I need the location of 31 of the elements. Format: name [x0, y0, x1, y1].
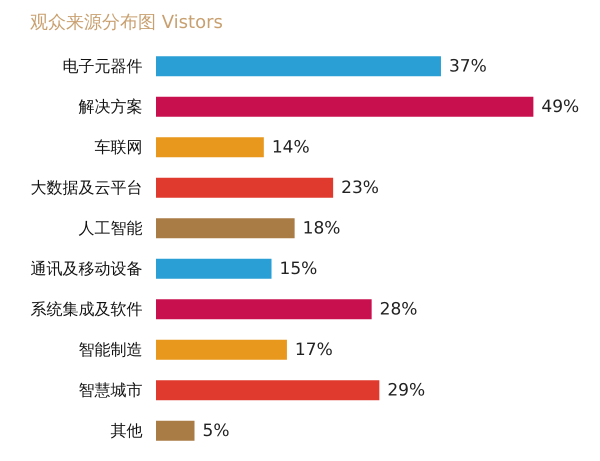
- data-label: 14%: [272, 137, 310, 158]
- data-label: 18%: [302, 218, 340, 238]
- bar: [156, 56, 441, 76]
- y-tick-label: 电子元器件: [62, 56, 142, 76]
- y-tick-label: 智慧城市: [78, 380, 142, 400]
- y-tick-label: 人工智能: [78, 218, 142, 238]
- data-label: 29%: [387, 380, 426, 400]
- y-tick-label: 通讯及移动设备: [30, 258, 142, 278]
- bar: [156, 137, 264, 158]
- data-label: 5%: [202, 420, 230, 441]
- bar: [156, 258, 272, 279]
- chart-title: 观众来源分布图 Vistors: [30, 12, 223, 33]
- y-tick-label: 系统集成及软件: [30, 299, 142, 318]
- y-tick-label: 解决方案: [78, 96, 142, 116]
- y-tick-label: 车联网: [94, 137, 142, 156]
- bar: [156, 340, 287, 360]
- data-label: 17%: [294, 340, 333, 360]
- data-label: 28%: [380, 299, 418, 320]
- data-label: 15%: [280, 258, 318, 279]
- bar: [156, 299, 372, 320]
- data-label: 49%: [541, 96, 580, 117]
- data-label: 23%: [341, 178, 379, 198]
- y-tick-label: 大数据及云平台: [30, 178, 142, 197]
- bar: [156, 420, 195, 441]
- bar: [156, 218, 295, 238]
- y-tick-label: 智能制造: [78, 340, 142, 359]
- y-tick-label: 其他: [110, 420, 142, 440]
- bar: [156, 178, 334, 198]
- bar: [156, 96, 534, 117]
- bar: [156, 380, 380, 400]
- data-label: 37%: [448, 56, 487, 76]
